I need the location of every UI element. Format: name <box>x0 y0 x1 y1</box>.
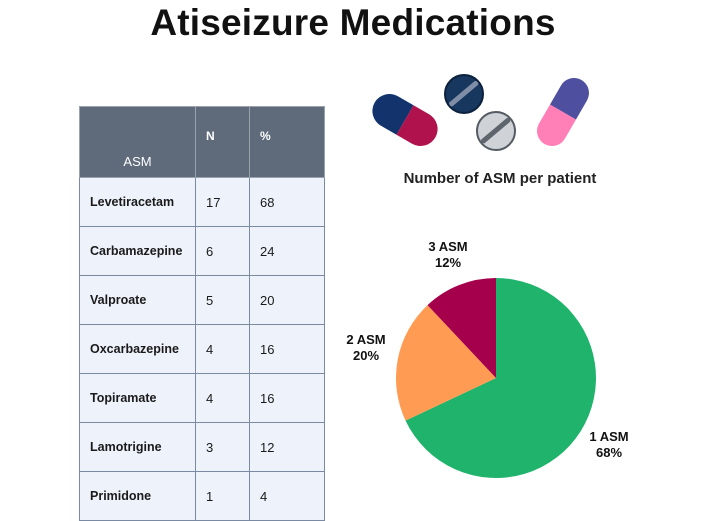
capsule-icon <box>537 77 589 147</box>
pie-slice-1-asm <box>405 278 596 478</box>
n-cell: 3 <box>195 422 250 472</box>
n-cell: 4 <box>195 373 250 423</box>
percent-cell: 12 <box>249 422 325 472</box>
tablet-icon <box>444 74 484 114</box>
slice-label: 1 ASM <box>589 429 628 444</box>
asm-table: ASM N % Levetiracetam 17 68 Carbamazepin… <box>79 106 325 521</box>
asm-name-cell: Levetiracetam <box>79 177 196 227</box>
n-cell: 17 <box>195 177 250 227</box>
n-cell: 4 <box>195 324 250 374</box>
percent-cell: 24 <box>249 226 325 276</box>
n-cell: 5 <box>195 275 250 325</box>
column-header-asm: ASM <box>79 106 196 178</box>
slice-label: 2 ASM <box>346 332 385 347</box>
table-header-row: ASM N % <box>79 106 325 178</box>
column-header-percent: % <box>249 106 325 178</box>
chart-title: Number of ASM per patient <box>403 170 597 187</box>
pie-slice-2-asm <box>396 305 496 421</box>
table-row: Levetiracetam 17 68 <box>79 177 325 227</box>
tablet-icon <box>476 111 516 151</box>
table-row: Topiramate 4 16 <box>79 373 325 423</box>
pills-illustration <box>372 74 589 151</box>
percent-cell: 20 <box>249 275 325 325</box>
asm-name-cell: Oxcarbazepine <box>79 324 196 374</box>
table-row: Carbamazepine 6 24 <box>79 226 325 276</box>
percent-cell: 4 <box>249 471 325 521</box>
asm-name-cell: Carbamazepine <box>79 226 196 276</box>
percent-cell: 16 <box>249 373 325 423</box>
slice-value-label: 12% <box>435 255 461 270</box>
table-row: Oxcarbazepine 4 16 <box>79 324 325 374</box>
slice-value-label: 20% <box>353 348 379 363</box>
n-cell: 6 <box>195 226 250 276</box>
capsule-icon <box>372 94 438 146</box>
column-header-n: N <box>195 106 250 178</box>
n-cell: 1 <box>195 471 250 521</box>
asm-name-cell: Topiramate <box>79 373 196 423</box>
table-row: Lamotrigine 3 12 <box>79 422 325 472</box>
percent-cell: 16 <box>249 324 325 374</box>
table-row: Primidone 1 4 <box>79 471 325 521</box>
asm-name-cell: Valproate <box>79 275 196 325</box>
slice-value-label: 68% <box>596 445 622 460</box>
page-title: Atiseizure Medications <box>150 2 556 43</box>
asm-name-cell: Lamotrigine <box>79 422 196 472</box>
pie-slices <box>396 278 596 478</box>
asm-name-cell: Primidone <box>79 471 196 521</box>
pie-slice-3-asm <box>427 278 496 378</box>
slice-label: 3 ASM <box>428 239 467 254</box>
table-row: Valproate 5 20 <box>79 275 325 325</box>
percent-cell: 68 <box>249 177 325 227</box>
